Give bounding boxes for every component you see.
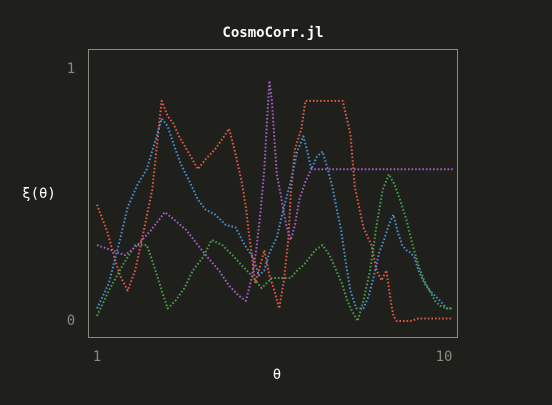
- y-tick-label-1: 1: [67, 61, 75, 77]
- x-axis-label: θ: [273, 367, 281, 383]
- x-tick-label-1: 1: [93, 349, 101, 365]
- x-tick-label-10: 10: [436, 349, 453, 365]
- y-tick-label-0: 0: [67, 313, 75, 329]
- series-line-3: [96, 173, 453, 322]
- series-line-1: [96, 99, 453, 322]
- plot-frame: [88, 49, 458, 338]
- y-axis-label: ξ(θ): [22, 186, 56, 202]
- series-line-4: [96, 79, 453, 302]
- series-layer: [96, 79, 453, 322]
- chart-title: CosmoCorr.jl: [222, 25, 323, 41]
